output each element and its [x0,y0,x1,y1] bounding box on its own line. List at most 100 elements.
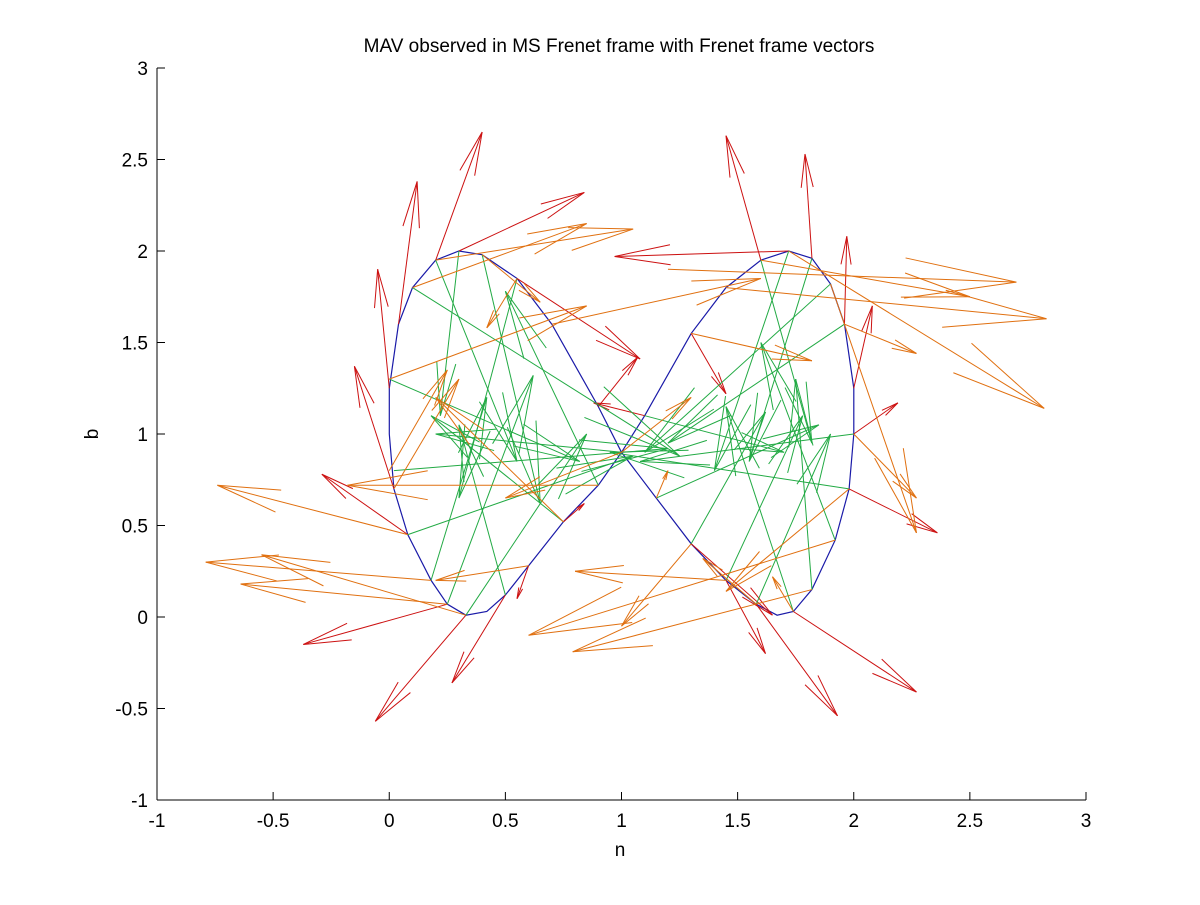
tangent-arrowhead [749,632,766,653]
binormal-arrowhead [726,566,771,592]
y-tick-label: -1 [131,791,148,812]
tangent-arrowhead [886,403,898,415]
tangent-arrowhead [596,340,640,359]
binormal-vector [691,333,812,360]
binormal-arrowhead [436,580,467,581]
tangent-arrowhead [452,658,474,683]
x-tick-label: -0.5 [257,811,290,832]
binormal-arrowhead [622,596,640,626]
tangent-vector [459,192,584,251]
tangent-arrowhead [548,192,585,218]
x-tick-label: 0 [384,811,395,832]
x-tick-label: 0.5 [492,811,518,832]
normal-vector [466,434,587,615]
binormal-arrowhead [772,577,781,587]
normal-arrowhead [437,362,441,416]
tangent-vector [399,181,418,324]
binormal-arrowhead [893,481,917,498]
normal-vector [756,434,830,604]
y-tick-label: 2.5 [122,151,148,172]
y-tick-label: -0.5 [115,700,148,721]
binormal-vector [575,571,726,580]
x-tick-label: -1 [149,811,166,832]
binormal-vector [482,255,540,303]
tangent-vector [322,474,408,534]
tangent-arrowhead [628,357,638,375]
normal-arrowhead [668,415,731,443]
tangent-vector [378,269,390,388]
binormal-vector [844,324,916,353]
y-tick-label: 0.5 [122,517,148,538]
tangent-vector [756,604,837,716]
binormal-vector [622,544,692,626]
binormal-vector [573,590,812,652]
binormal-vector [854,434,917,498]
tangent-arrowhead [882,659,917,692]
binormal-arrowhead [703,558,717,576]
binormal-arrowhead [942,319,1046,328]
normal-vector [656,425,819,498]
binormal-arrowhead [946,290,1047,318]
normal-arrowhead [610,452,684,477]
tangent-vector [517,566,529,599]
tangent-vector [854,306,873,388]
normal-arrowhead [817,434,831,493]
binormal-vector [217,485,407,534]
y-tick-label: 1 [137,425,148,446]
tangent-arrowhead [375,269,378,308]
tangent-vector [354,366,393,489]
y-tick-label: 1.5 [122,334,148,355]
binormal-vector [726,288,1047,319]
normal-vector [431,416,563,522]
tangent-vector [615,251,789,256]
normal-arrowhead [538,434,587,485]
binormal-vector [505,452,621,498]
tangent-vector [303,604,447,644]
binormal-arrowhead [697,278,761,305]
normal-vector [459,425,505,595]
tangent-vector [844,236,846,324]
x-tick-label: 2.5 [957,811,983,832]
binormal-vector [436,566,529,581]
normal-arrowhead [714,396,725,471]
binormal-arrowhead [436,570,465,580]
tangent-arrowhead [452,652,464,683]
y-tick-label: 2 [137,242,148,263]
tangent-arrowhead [403,181,417,226]
binormal-vector [552,278,761,324]
tangent-vector [849,489,937,533]
normal-arrowhead [579,440,668,449]
y-tick-label: 3 [137,59,148,80]
binormal-arrowhead [262,555,331,563]
binormal-vector [389,306,586,379]
tangent-vector [691,333,726,393]
tangent-arrowhead [322,474,353,488]
x-tick-label: 1.5 [724,811,750,832]
binormal-vector [412,224,586,288]
binormal-arrowhead [575,565,624,571]
binormal-vector [772,577,793,612]
binormal-arrowhead [972,343,1045,408]
binormal-arrowhead [347,471,427,485]
y-tick-label: 0 [137,608,148,629]
tangent-arrowhead [872,673,916,692]
binormal-arrowhead [703,558,723,570]
binormal-arrowhead [529,623,633,636]
chart-title: MAV observed in MS Frenet frame with Fre… [364,36,875,57]
normal-vector [761,343,835,541]
normal-arrowhead [505,291,546,348]
binormal-vector [487,278,517,327]
tangent-arrowhead [847,236,851,264]
tangent-vector [375,615,466,721]
plot-area [206,132,1047,721]
tangent-arrowhead [605,326,640,359]
binormal-vector [789,251,1044,408]
tangent-arrowhead [805,685,837,716]
binormal-arrowhead [726,551,759,591]
normal-arrowhead [558,434,586,499]
y-axis-label: b [82,429,103,440]
tangent-arrowhead [375,693,410,722]
